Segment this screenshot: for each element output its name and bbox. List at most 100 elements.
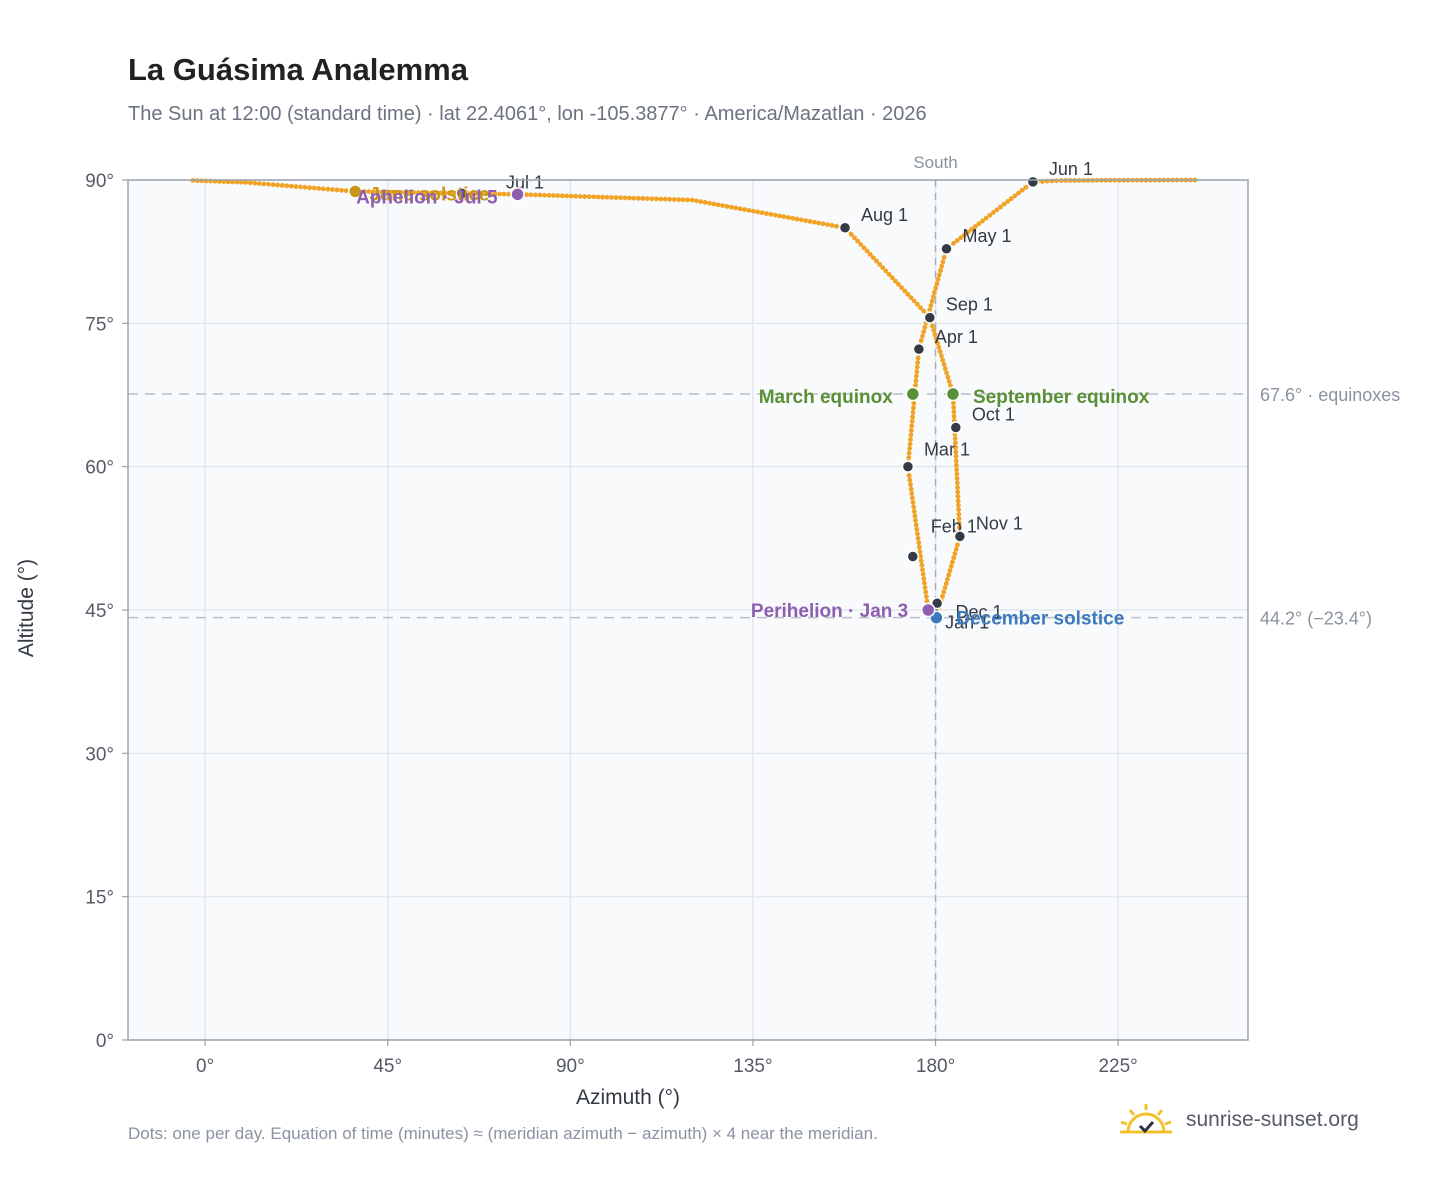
- event-point: [945, 386, 961, 402]
- day-dot: [497, 191, 502, 197]
- day-dot: [919, 562, 925, 568]
- day-dot: [958, 235, 964, 241]
- day-dot: [953, 458, 959, 464]
- day-dot: [816, 220, 822, 226]
- y-tick-label: 45°: [85, 601, 114, 622]
- day-dot: [325, 186, 331, 192]
- day-dot: [930, 323, 935, 329]
- day-dot: [640, 196, 646, 201]
- day-dot: [942, 585, 948, 591]
- day-dot: [956, 520, 962, 526]
- y-tick-label: 0°: [96, 1031, 114, 1052]
- day-dot: [807, 219, 813, 224]
- day-dot: [921, 329, 927, 335]
- day-dot: [896, 281, 901, 287]
- day-dot: [933, 336, 939, 342]
- day-dot: [874, 258, 879, 264]
- day-dot: [667, 196, 673, 202]
- day-dot: [913, 518, 918, 523]
- day-dot: [910, 500, 916, 505]
- day-dot: [479, 191, 484, 197]
- sun-logo-icon: [1120, 1104, 1172, 1134]
- day-dot: [334, 187, 340, 193]
- day-dot: [803, 218, 809, 224]
- day-dot: [564, 193, 570, 199]
- x-axis-label: Azimuth (°): [576, 1086, 680, 1109]
- day-dot: [261, 181, 267, 187]
- day-dot: [247, 180, 253, 186]
- day-dot: [965, 229, 971, 235]
- day-dot: [906, 473, 912, 479]
- day-dot: [907, 477, 913, 483]
- day-dot: [604, 194, 610, 200]
- day-dot: [913, 378, 919, 384]
- day-dot: [950, 559, 955, 565]
- day-dot: [275, 182, 281, 188]
- day-dot: [951, 404, 957, 410]
- day-dot: [379, 189, 385, 195]
- day-dot: [746, 207, 752, 213]
- day-dot: [343, 188, 349, 194]
- day-dot: [914, 301, 920, 307]
- day-dot: [867, 251, 873, 257]
- day-dot: [483, 191, 489, 197]
- day-dot: [934, 281, 940, 287]
- day-dot: [907, 441, 913, 447]
- day-dot: [397, 189, 403, 195]
- day-dot: [582, 194, 588, 199]
- day-dot: [591, 194, 597, 200]
- day-dot: [935, 276, 941, 282]
- month-label: Sep 1: [946, 295, 993, 315]
- day-dot: [320, 186, 326, 192]
- day-dot: [914, 526, 920, 532]
- day-dot: [912, 513, 918, 519]
- day-dot: [798, 217, 804, 223]
- day-dot: [990, 210, 996, 215]
- day-dot: [524, 192, 529, 198]
- day-dot: [945, 374, 951, 380]
- day-dot: [443, 190, 448, 196]
- day-dot: [284, 183, 290, 189]
- day-dot: [702, 200, 708, 205]
- day-dot: [533, 192, 538, 198]
- month-point: [906, 550, 920, 563]
- day-dot: [948, 563, 954, 569]
- day-dot: [954, 471, 960, 477]
- day-dot: [256, 181, 262, 186]
- day-dot: [918, 558, 924, 564]
- day-dot: [955, 493, 961, 499]
- day-dot: [711, 201, 717, 207]
- day-dot: [969, 226, 975, 232]
- day-dot: [600, 194, 605, 200]
- month-label: Mar 1: [924, 440, 970, 460]
- event-point: [510, 187, 525, 202]
- day-dot: [644, 196, 650, 201]
- day-dot: [954, 480, 960, 486]
- month-point: [838, 221, 852, 235]
- day-dot: [889, 275, 895, 281]
- day-dot: [375, 189, 381, 195]
- day-dot: [936, 272, 942, 278]
- day-dot: [957, 525, 962, 530]
- day-dot: [393, 189, 399, 195]
- day-dot: [279, 183, 285, 188]
- day-dot: [302, 184, 308, 190]
- day-dot: [938, 268, 943, 274]
- day-dot: [946, 572, 952, 578]
- day-dot: [915, 531, 920, 537]
- day-dot: [930, 294, 936, 300]
- day-dot: [680, 197, 686, 203]
- day-dot: [707, 200, 712, 206]
- event-label: Perihelion · Jan 3: [751, 601, 908, 622]
- x-tick-label: 225°: [1098, 1056, 1137, 1077]
- day-dot: [911, 509, 917, 514]
- x-tick-label: 45°: [373, 1056, 402, 1077]
- day-dot: [759, 210, 765, 216]
- day-dot: [833, 223, 839, 229]
- day-dot: [955, 489, 961, 495]
- day-dot: [366, 189, 372, 195]
- brand[interactable]: sunrise-sunset.org: [1118, 1102, 1359, 1138]
- day-dot: [1001, 201, 1007, 207]
- day-dot: [932, 290, 937, 295]
